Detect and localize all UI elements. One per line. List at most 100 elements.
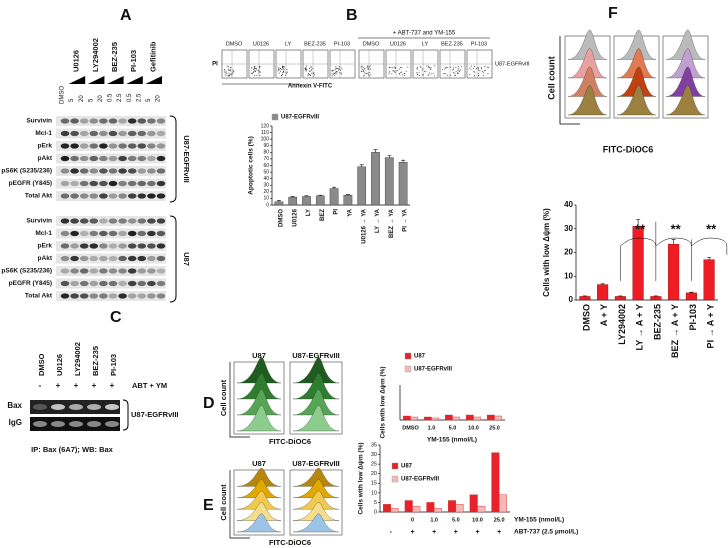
- dot: [482, 72, 484, 74]
- blot-band: [99, 268, 108, 274]
- dot: [305, 68, 307, 70]
- x-tick-label: DMSO: [581, 304, 591, 331]
- error-bar: [318, 194, 323, 196]
- dot: [369, 68, 371, 70]
- blot-band: [156, 218, 166, 224]
- blot-band: [127, 155, 137, 162]
- dot: [255, 71, 257, 73]
- blot-band: [99, 155, 108, 162]
- dot: [367, 74, 369, 76]
- blot-band: [118, 293, 127, 299]
- dot: [363, 68, 365, 70]
- x-tick-label: 10.0: [468, 425, 479, 431]
- dot: [407, 66, 409, 68]
- label: FITC-DiOC6: [269, 538, 311, 547]
- blot-band: [89, 193, 99, 199]
- blot-band: [89, 230, 99, 237]
- dot: [458, 70, 460, 72]
- label: U0126: [72, 50, 81, 72]
- dot: [416, 67, 418, 69]
- dot: [312, 73, 314, 75]
- blot-band: [147, 268, 156, 274]
- blot-band: [70, 280, 79, 287]
- dot: [443, 73, 445, 75]
- label: U87: [252, 351, 266, 360]
- dot: [419, 74, 421, 76]
- label: 20: [98, 95, 104, 102]
- y-tick-label: 20: [564, 248, 573, 257]
- dot: [339, 66, 341, 68]
- blot-band: [89, 118, 99, 124]
- legend-swatch: [404, 365, 412, 373]
- bar: [398, 162, 408, 206]
- bar: [371, 152, 380, 206]
- dot: [280, 68, 282, 70]
- blot-band: [127, 293, 137, 299]
- label: FITC-DiOC6: [603, 144, 654, 154]
- dot: [450, 74, 452, 76]
- dot: [337, 69, 339, 71]
- y-axis-title: Apoptotic cells (%): [248, 136, 255, 195]
- y-tick-label: 10: [371, 490, 377, 496]
- dot: [452, 67, 454, 69]
- blot-band: [79, 193, 89, 199]
- x-tick-label: BEZ → YA: [389, 208, 395, 238]
- dot: [401, 67, 403, 69]
- dot: [484, 69, 486, 71]
- dot: [225, 70, 227, 72]
- dot: [361, 68, 363, 70]
- blot-band: [79, 118, 89, 124]
- bar: [390, 507, 399, 513]
- legend-swatch: [391, 462, 399, 470]
- label: IgG: [9, 418, 22, 427]
- label: IP: Bax (6A7); WB: Bax: [31, 445, 114, 454]
- dot: [336, 67, 338, 69]
- x-tick-label: LY → YA: [375, 208, 381, 233]
- blot-band: [137, 268, 147, 274]
- dot: [331, 73, 333, 75]
- x-tick-label: BEZ: [320, 209, 326, 221]
- label: +: [454, 529, 458, 536]
- legend-label: U87-EGFRvIII: [281, 115, 319, 121]
- dot: [482, 70, 484, 72]
- dot: [369, 72, 371, 74]
- blot-band: [118, 230, 127, 237]
- dot: [332, 69, 334, 71]
- dot: [364, 67, 366, 69]
- blot-band: [60, 155, 70, 162]
- dot: [460, 66, 462, 68]
- blot-band: [60, 280, 70, 287]
- x-tick-label: LY: [306, 209, 312, 216]
- dot: [335, 66, 337, 68]
- dot: [228, 69, 230, 71]
- dot: [333, 72, 335, 74]
- x-tick-label: U0126: [292, 208, 298, 226]
- blot-band: [147, 230, 156, 237]
- dot: [257, 70, 259, 72]
- dot: [310, 69, 312, 71]
- dot: [277, 70, 279, 72]
- dot: [223, 71, 225, 73]
- dot: [473, 67, 475, 69]
- blot-band: [118, 180, 127, 187]
- dot: [394, 72, 396, 74]
- dot: [224, 74, 226, 76]
- blot-band: [87, 404, 101, 410]
- label: LY294002: [73, 342, 82, 376]
- dot: [398, 68, 400, 70]
- label: LY: [422, 41, 429, 47]
- legend-swatch: [271, 113, 279, 121]
- bar: [274, 201, 284, 206]
- label: 20: [79, 95, 85, 102]
- dot: [310, 66, 312, 68]
- dot: [254, 74, 256, 76]
- bar: [498, 494, 507, 513]
- label: DMSO: [60, 86, 66, 104]
- panel-label: B: [346, 7, 358, 24]
- blot-band: [156, 243, 166, 249]
- label: Bax: [7, 401, 22, 410]
- dot: [279, 67, 281, 69]
- axis-arrow: [229, 362, 250, 438]
- blot-band: [108, 280, 118, 287]
- label: PI-103: [471, 41, 487, 47]
